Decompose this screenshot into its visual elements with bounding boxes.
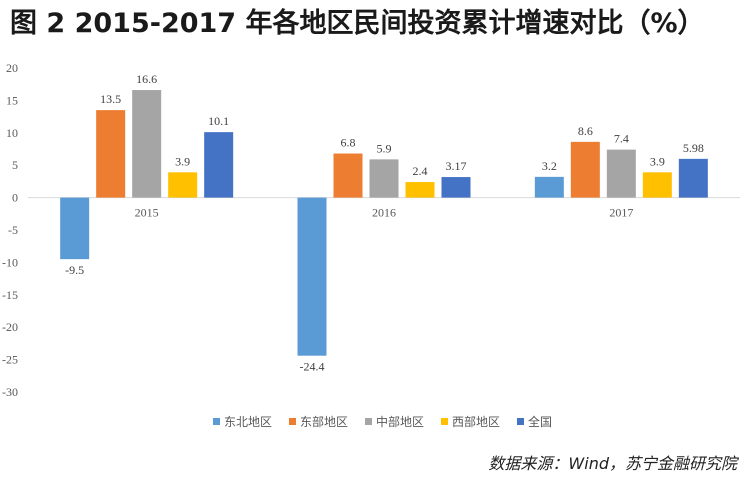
data-label: 6.8 xyxy=(341,136,356,150)
y-tick-label: -10 xyxy=(2,255,18,269)
bar xyxy=(606,149,636,198)
data-label: 8.6 xyxy=(578,124,593,138)
bar xyxy=(441,177,471,198)
data-label: 3.2 xyxy=(542,159,557,173)
y-tick-label: -5 xyxy=(8,223,18,237)
bar xyxy=(642,172,672,198)
data-label: 2.4 xyxy=(413,164,428,178)
legend-swatch xyxy=(365,418,372,425)
y-tick-label: -30 xyxy=(2,385,18,399)
bar xyxy=(60,197,90,260)
data-label: 13.5 xyxy=(100,92,121,106)
y-tick-label: 20 xyxy=(6,61,18,75)
legend-swatch xyxy=(517,418,524,425)
chart-title: 图 2 2015-2017 年各地区民间投资累计增速对比（%） xyxy=(10,8,705,39)
bar xyxy=(333,153,363,198)
data-label: -9.5 xyxy=(65,263,84,277)
data-label: 5.9 xyxy=(377,141,392,155)
data-label: 3.9 xyxy=(650,154,665,168)
data-label: 16.6 xyxy=(136,72,157,86)
bar xyxy=(132,90,162,198)
legend-swatch xyxy=(213,418,220,425)
bar xyxy=(168,172,198,198)
bar xyxy=(297,197,327,356)
bar-chart: 20 15 10 5 0 -5 -10 -15 -20 -25 -30 -9.5 13.5 16.6 3.9… xyxy=(0,50,749,445)
legend-label: 全国 xyxy=(528,414,552,429)
data-label: 7.4 xyxy=(614,132,629,146)
x-category-label: 2016 xyxy=(372,206,396,220)
bar xyxy=(96,110,126,198)
bar xyxy=(405,182,435,198)
legend-swatch xyxy=(289,418,296,425)
legend-label: 中部地区 xyxy=(376,414,424,429)
y-tick-label: 15 xyxy=(6,93,18,107)
x-category-label: 2017 xyxy=(609,206,633,220)
data-label: 3.9 xyxy=(175,154,190,168)
data-label: 5.98 xyxy=(683,141,704,155)
chart-canvas: 20151050-5-10-15-20-25-30-9.513.516.63.9… xyxy=(2,61,740,429)
bar xyxy=(570,141,600,198)
y-tick-label: 10 xyxy=(6,126,18,140)
legend-label: 东北地区 xyxy=(224,415,272,429)
y-tick-label: 0 xyxy=(12,191,18,205)
bar xyxy=(678,158,708,198)
data-label: 3.17 xyxy=(446,159,467,173)
bar xyxy=(369,159,399,198)
legend-label: 东部地区 xyxy=(300,414,348,429)
legend-label: 西部地区 xyxy=(452,414,500,429)
data-label: -24.4 xyxy=(300,360,325,374)
bar xyxy=(204,132,234,198)
x-category-label: 2015 xyxy=(135,206,159,220)
data-label: 10.1 xyxy=(208,114,229,128)
y-tick-label: -25 xyxy=(2,353,18,367)
legend-swatch xyxy=(441,418,448,425)
y-tick-label: -20 xyxy=(2,320,18,334)
bar xyxy=(534,176,564,198)
source-note: 数据来源：Wind，苏宁金融研究院 xyxy=(488,454,737,473)
y-tick-label: 5 xyxy=(12,158,18,172)
y-tick-label: -15 xyxy=(2,288,18,302)
